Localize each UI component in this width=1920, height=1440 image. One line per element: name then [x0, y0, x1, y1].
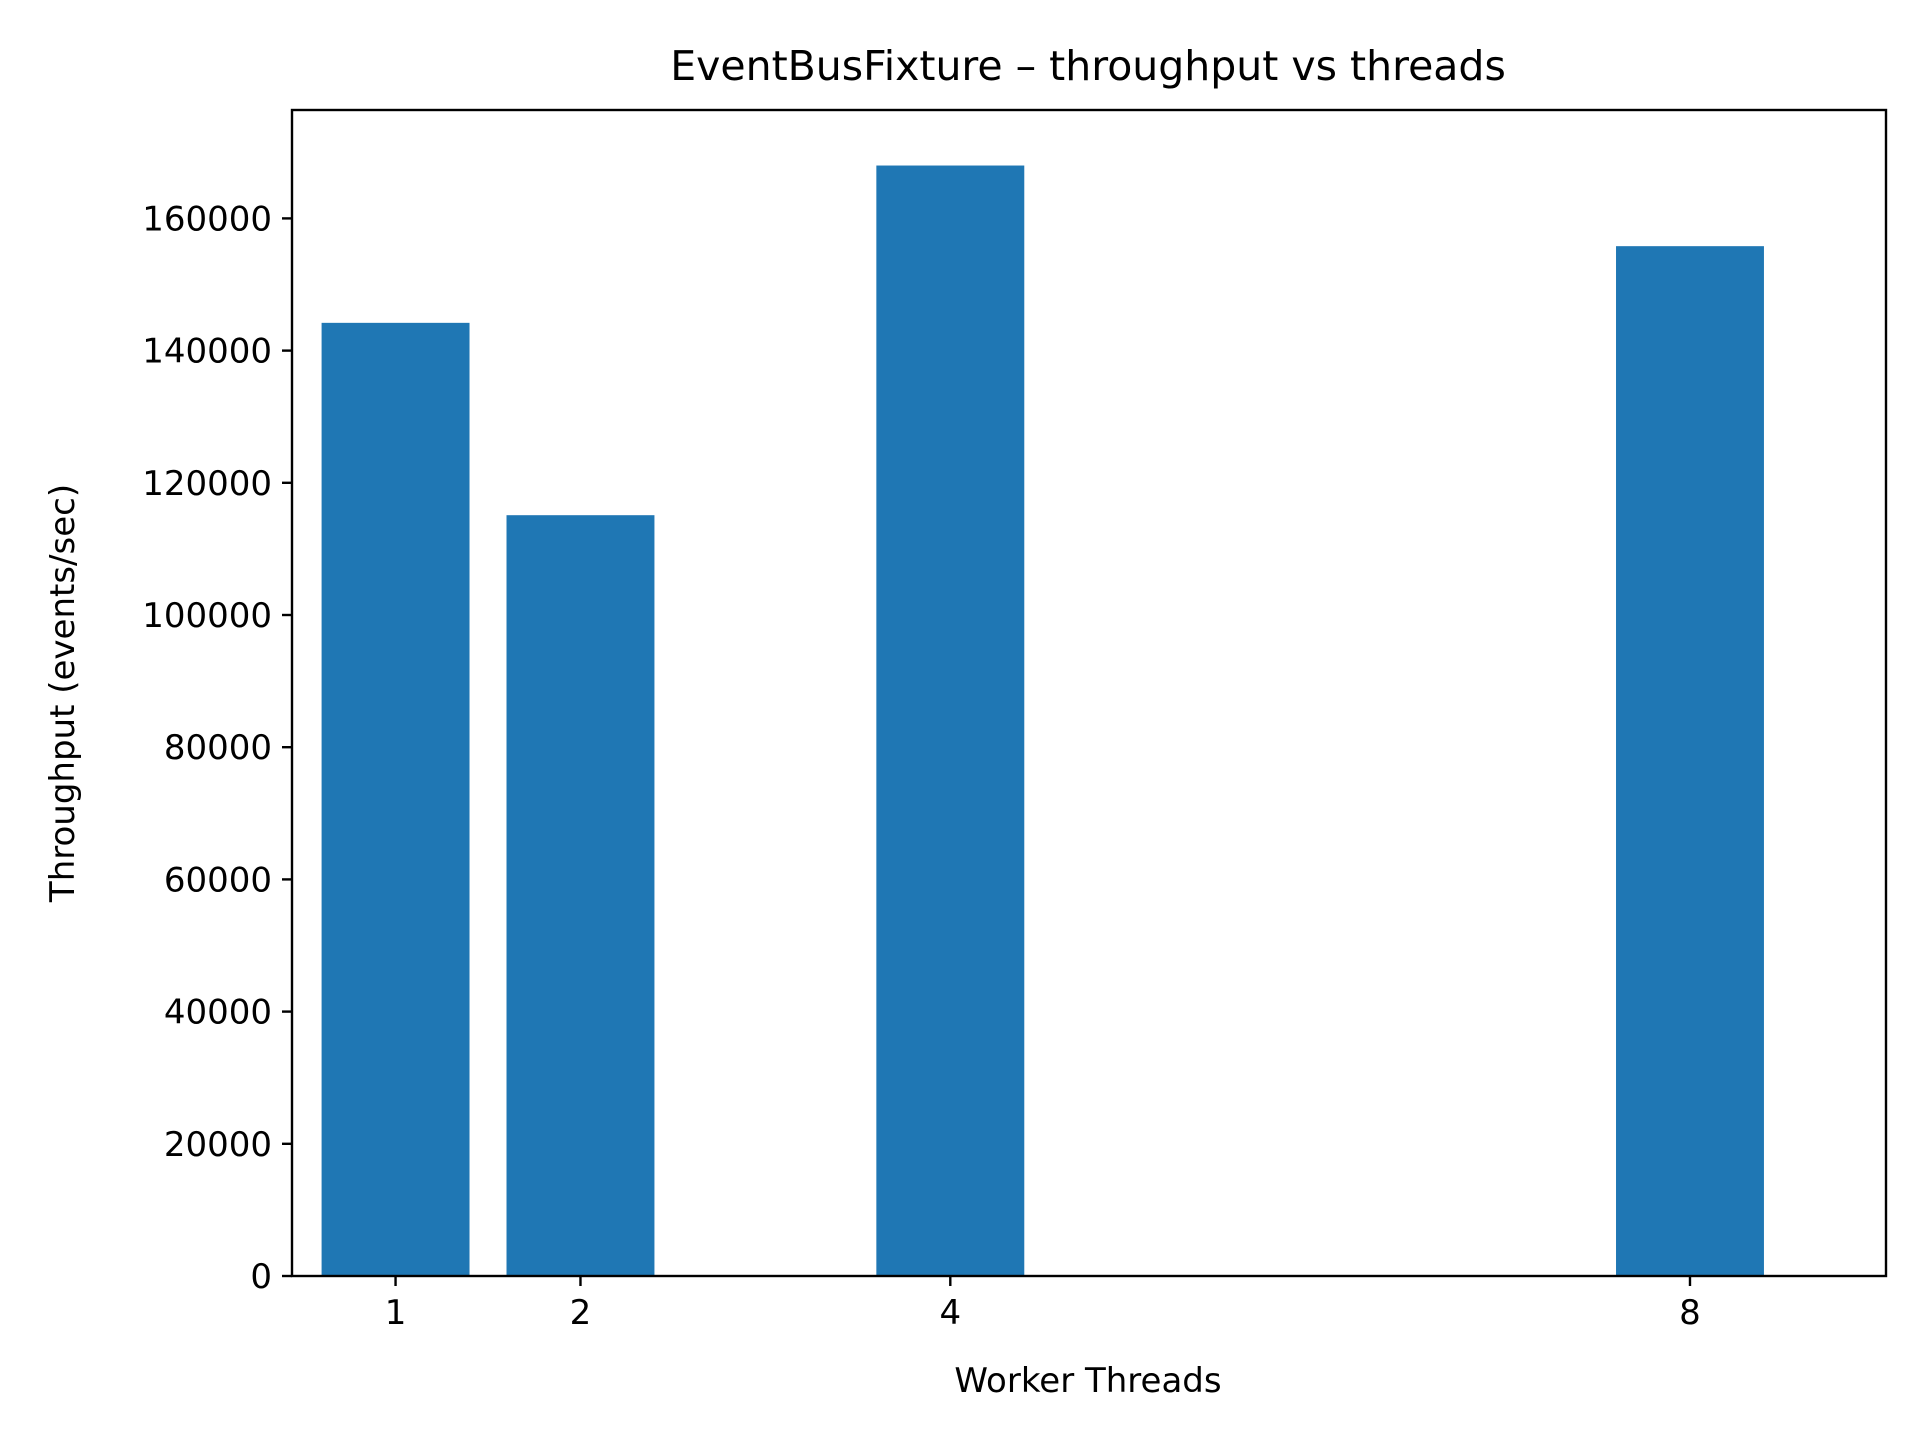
x-tick-label: 4	[939, 1293, 961, 1333]
y-tick-label: 20000	[164, 1125, 272, 1165]
y-axis-ticks: 0 20000 40000 60000 80000 100000 120000 140000 1…	[142, 199, 292, 1297]
y-axis-label: Throughput (events/sec)	[43, 484, 83, 903]
x-axis-label: Worker Threads	[954, 1361, 1221, 1401]
bar-4	[876, 165, 1025, 1276]
y-tick-label: 120000	[142, 464, 272, 504]
x-axis-ticks: 1 2 4 8	[385, 1276, 1701, 1333]
x-tick-label: 1	[385, 1293, 407, 1333]
plot-frame	[290, 108, 1888, 1278]
y-tick-label: 140000	[142, 332, 272, 372]
y-tick-label: 160000	[142, 199, 272, 239]
y-tick-label: 60000	[164, 860, 272, 900]
y-tick-label: 40000	[164, 993, 272, 1033]
chart-title: EventBusFixture – throughput vs threads	[670, 42, 1506, 90]
y-tick-label: 0	[250, 1257, 272, 1297]
bar-1	[321, 322, 470, 1276]
y-tick-label: 100000	[142, 596, 272, 636]
bars-group	[321, 165, 1764, 1276]
bar-2	[506, 515, 655, 1276]
x-tick-label: 2	[570, 1293, 592, 1333]
x-tick-label: 8	[1679, 1293, 1701, 1333]
y-tick-label: 80000	[164, 728, 272, 768]
bar-8	[1616, 246, 1764, 1276]
